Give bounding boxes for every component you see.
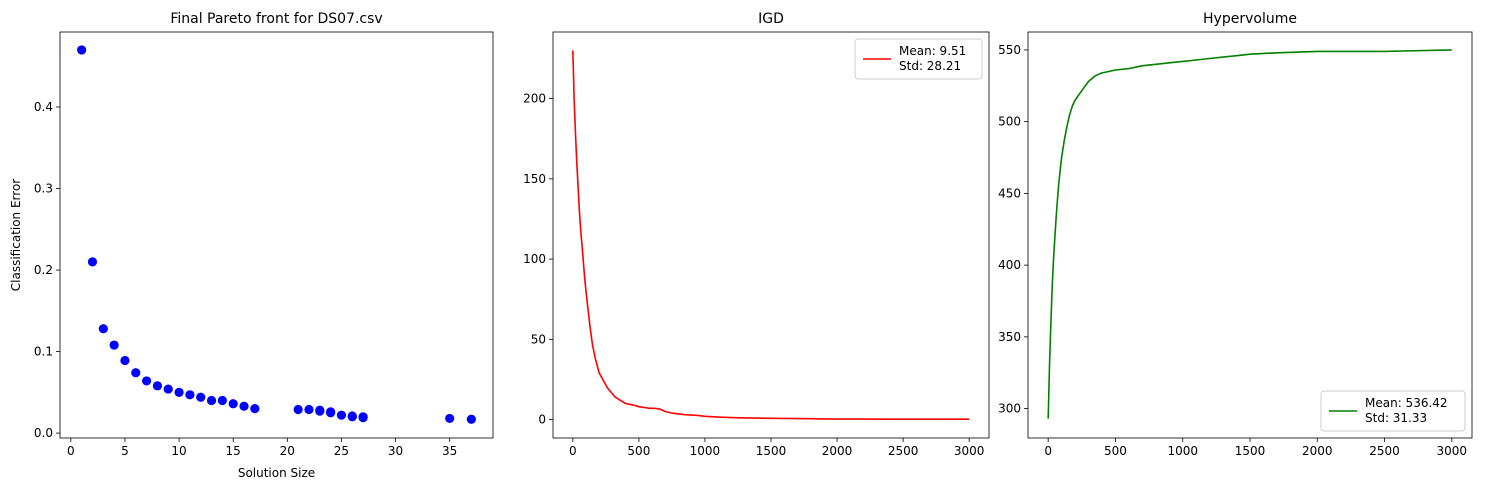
scatter-point — [250, 404, 260, 414]
y-tick-label: 0.4 — [34, 100, 53, 114]
scatter-point — [77, 45, 87, 55]
x-axis-label: Solution Size — [238, 466, 315, 480]
scatter-point — [174, 387, 184, 397]
scatter-point — [315, 406, 325, 416]
scatter-point — [336, 410, 347, 420]
x-tick-label: 25 — [334, 444, 349, 458]
scatter-point — [98, 324, 108, 334]
scatter-point — [206, 395, 217, 406]
x-tick-label: 35 — [442, 444, 457, 458]
x-tick-label: 1000 — [690, 444, 721, 458]
x-tick-label: 10 — [171, 444, 186, 458]
scatter-point — [466, 414, 476, 424]
legend-box — [1320, 390, 1466, 432]
legend-label: Mean: 536.42 — [1365, 396, 1448, 410]
scatter-point — [239, 401, 249, 411]
x-tick-label: 0 — [67, 444, 75, 458]
x-tick-label: 2000 — [822, 444, 853, 458]
x-tick-label: 3000 — [1437, 444, 1468, 458]
y-tick-label: 0.2 — [34, 263, 53, 277]
scatter-point — [142, 376, 152, 386]
y-axis-label: Classification Error — [9, 179, 23, 292]
x-tick-label: 1000 — [1167, 444, 1198, 458]
axes-frame — [1027, 31, 1473, 439]
series-line — [1047, 49, 1452, 419]
y-tick-label: 350 — [998, 330, 1021, 344]
subplot-3: Hypervolume 0 500 1000 1500 2000 2500 3000 300 35… — [998, 11, 1473, 458]
scatter-point — [347, 412, 357, 422]
y-tick-label: 0.0 — [34, 426, 53, 440]
y-tick-label: 150 — [523, 172, 546, 186]
y-tick-label: 500 — [998, 115, 1021, 129]
x-tick-label: 0 — [1044, 444, 1052, 458]
y-tick-label: 0 — [538, 413, 546, 427]
y-tick-label: 400 — [998, 258, 1021, 272]
scatter-point — [217, 395, 227, 406]
x-tick-label: 30 — [388, 444, 403, 458]
scatter-point — [152, 381, 163, 391]
x-tick-label: 2000 — [1302, 444, 1333, 458]
chart-title: Hypervolume — [1203, 11, 1297, 27]
y-tick-label: 200 — [523, 92, 546, 106]
axes-frame — [552, 31, 990, 439]
subplot-1: Final Pareto front for DS07.csv 0 5 10 15 20 2… — [9, 11, 494, 480]
x-tick-label: 1500 — [756, 444, 787, 458]
legend-label: Mean: 9.51 — [899, 44, 966, 58]
chart-title: Final Pareto front for DS07.csv — [170, 11, 382, 27]
y-tick-label: 550 — [998, 43, 1021, 57]
x-tick-label: 15 — [226, 444, 241, 458]
scatter-point — [109, 340, 119, 350]
x-tick-label: 0 — [569, 444, 577, 458]
x-tick-label: 2500 — [1369, 444, 1400, 458]
scatter-point — [120, 355, 130, 366]
scatter-point — [445, 413, 455, 424]
scatter-point — [293, 404, 303, 415]
y-tick-label: 50 — [531, 332, 546, 346]
scatter-point — [131, 368, 141, 378]
series-line — [572, 50, 970, 420]
x-tick-label: 500 — [627, 444, 650, 458]
scatter-point — [326, 408, 336, 418]
scatter-point — [196, 392, 206, 402]
scatter-point — [228, 399, 238, 409]
scatter-point — [304, 404, 314, 415]
subplot-2: IGD 0 500 1000 1500 2000 2500 3000 0 50 100 150 200 M… — [523, 11, 990, 458]
x-tick-label: 1500 — [1235, 444, 1266, 458]
x-tick-label: 500 — [1104, 444, 1127, 458]
y-tick-label: 450 — [998, 186, 1021, 200]
x-tick-label: 5 — [121, 444, 129, 458]
scatter-point — [163, 384, 173, 394]
y-tick-label: 0.1 — [34, 345, 53, 359]
x-tick-label: 3000 — [954, 444, 985, 458]
legend-label: Std: 28.21 — [899, 59, 961, 73]
y-tick-label: 0.3 — [34, 182, 53, 196]
x-tick-label: 2500 — [888, 444, 919, 458]
scatter-point — [87, 257, 98, 267]
legend-box — [854, 38, 983, 80]
y-tick-label: 100 — [523, 252, 546, 266]
scatter-point — [185, 390, 195, 400]
axes-frame — [59, 31, 494, 439]
y-tick-label: 300 — [998, 402, 1021, 416]
scatter-point — [358, 413, 368, 423]
legend-label: Std: 31.33 — [1365, 411, 1427, 425]
x-tick-label: 20 — [280, 444, 295, 458]
chart-title: IGD — [758, 11, 784, 27]
